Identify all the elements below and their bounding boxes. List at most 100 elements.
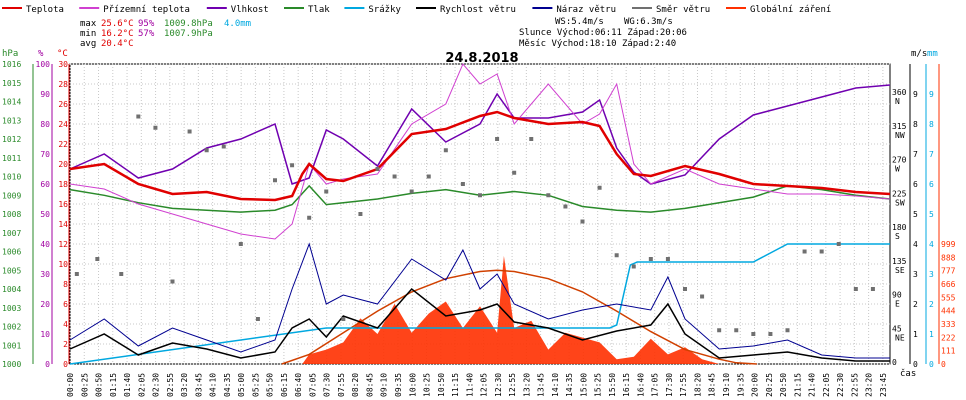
tick-pct-3: 70	[40, 150, 50, 159]
series-solar-model	[281, 269, 757, 365]
series-wind-speed	[69, 287, 890, 362]
series-solar-radiation	[302, 255, 720, 364]
info-sun: Slunce Východ:06:11 Západ:20:06	[519, 28, 687, 38]
x-tick-40: 16:40	[636, 373, 645, 397]
series-layer	[69, 63, 891, 365]
x-tick-50: 20:50	[779, 373, 788, 397]
tick-hpa-14: 1002	[2, 323, 21, 332]
x-tick-42: 17:30	[665, 373, 674, 397]
tick-pct-10: 0	[45, 360, 50, 369]
axis-ms-label: m/s	[911, 49, 927, 59]
wind-dir-point-29	[580, 219, 585, 224]
tick-dir-2: 270	[892, 156, 907, 165]
x-axis-label: čas	[900, 368, 916, 379]
tick-hpa-6: 1010	[2, 173, 21, 182]
tick-ms-6: 3	[913, 270, 918, 279]
legend-label-1: Přízemní teplota	[103, 5, 190, 15]
wind-dir-point-4	[153, 125, 158, 130]
wind-dir-point-1	[95, 257, 100, 261]
x-tick-36: 15:00	[579, 373, 588, 397]
stat-0-0: max	[80, 19, 97, 29]
tick-hpa-15: 1001	[2, 341, 21, 350]
tick-deg-3: 24	[58, 120, 68, 129]
tick-mm-3: 6	[929, 180, 934, 189]
x-tick-6: 02:30	[152, 373, 161, 397]
tick-mm-4: 5	[929, 210, 934, 219]
tick-ms-8: 1	[913, 330, 918, 339]
x-tick-3: 01:15	[109, 373, 118, 397]
tick-mm-2: 7	[929, 150, 934, 159]
axes: 00:00 00:25 00:50 01:15 01:40 02:05 02:30 02:55…	[2, 49, 956, 397]
wind-dir-point-40	[768, 332, 773, 336]
tick-ms-0: 9	[913, 90, 918, 99]
wind-dir-point-44	[836, 242, 841, 246]
x-tick-33: 13:45	[537, 373, 546, 397]
x-tick-53: 22:05	[822, 373, 831, 397]
wind-dir-point-15	[341, 317, 346, 321]
tick-dir-5: 135	[892, 257, 907, 266]
tick-mm-5: 4	[929, 240, 934, 249]
tick-dir-s-5: SE	[895, 266, 905, 275]
legend-label-8: Globální záření	[750, 5, 831, 15]
x-tick-47: 19:35	[736, 373, 745, 397]
stat-1-2: 57%	[138, 29, 155, 39]
tick-hpa-8: 1008	[2, 210, 21, 219]
stat-1-1: 16.2°C	[101, 29, 134, 39]
tick-dir-s-3: SW	[895, 198, 905, 207]
x-tick-28: 11:40	[465, 373, 474, 397]
stat-0-3: 1009.8hPa	[164, 19, 213, 29]
tick-wm2-8: 111	[941, 347, 956, 356]
x-tick-9: 03:45	[194, 373, 203, 397]
x-tick-5: 02:05	[137, 373, 146, 397]
tick-mm-8: 1	[929, 330, 934, 339]
tick-hpa-16: 1000	[2, 360, 21, 369]
wind-dir-point-31	[614, 253, 619, 258]
stat-0-2: 95%	[138, 19, 155, 29]
wind-dir-point-24	[495, 137, 500, 141]
x-tick-1: 00:25	[80, 373, 89, 397]
x-tick-17: 07:05	[308, 373, 317, 397]
tick-dir-s-6: E	[895, 300, 900, 309]
legend-label-4: Srážky	[368, 5, 401, 15]
tick-ms-9: 0	[913, 360, 918, 369]
wind-dir-point-32	[631, 264, 636, 269]
tick-hpa-1: 1015	[2, 79, 21, 88]
wind-dir-point-16	[358, 212, 363, 216]
legend-label-7: Směr větru	[656, 5, 710, 15]
tick-hpa-9: 1007	[2, 229, 21, 238]
legend: Teplota Přízemní teplota Vlhkost Tlak Srážky…	[2, 5, 831, 15]
x-tick-41: 17:05	[651, 373, 660, 397]
wind-dir-point-46	[870, 287, 875, 291]
tick-dir-8: 0	[892, 358, 897, 367]
info-ws: WS:5.4m/s	[555, 17, 604, 27]
axis-hpa-label: hPa	[2, 49, 18, 59]
tick-wm2-9: 0	[941, 360, 946, 369]
tick-dir-1: 315	[892, 122, 907, 131]
tick-deg-4: 22	[58, 140, 68, 149]
series-humidity	[69, 84, 891, 185]
x-tick-19: 07:55	[337, 373, 346, 397]
x-tick-39: 16:15	[622, 373, 631, 397]
stat-1-3: 1007.9hPa	[164, 29, 213, 39]
x-tick-26: 10:50	[437, 373, 446, 397]
wind-dir-point-45	[853, 287, 858, 291]
tick-pct-8: 20	[40, 300, 50, 309]
series-ground-temperature	[69, 63, 891, 240]
legend-label-0: Teplota	[26, 5, 64, 15]
x-tick-54: 22:30	[836, 373, 845, 397]
wind-dir-point-7	[204, 148, 209, 153]
wind-dir-point-23	[478, 193, 482, 198]
tick-mm-0: 9	[929, 90, 934, 99]
tick-mm-9: 0	[929, 360, 934, 369]
tick-deg-13: 4	[63, 320, 68, 329]
wind-dir-point-28	[563, 204, 568, 209]
wind-dir-point-38	[734, 328, 739, 333]
wind-dir-point-13	[307, 215, 312, 220]
tick-wm2-2: 777	[941, 267, 956, 276]
x-tick-52: 21:40	[808, 373, 817, 397]
tick-hpa-11: 1005	[2, 266, 21, 275]
wind-dir-point-33	[648, 257, 653, 261]
tick-dir-0: 360	[892, 88, 907, 97]
x-tick-57: 23:45	[879, 373, 888, 397]
